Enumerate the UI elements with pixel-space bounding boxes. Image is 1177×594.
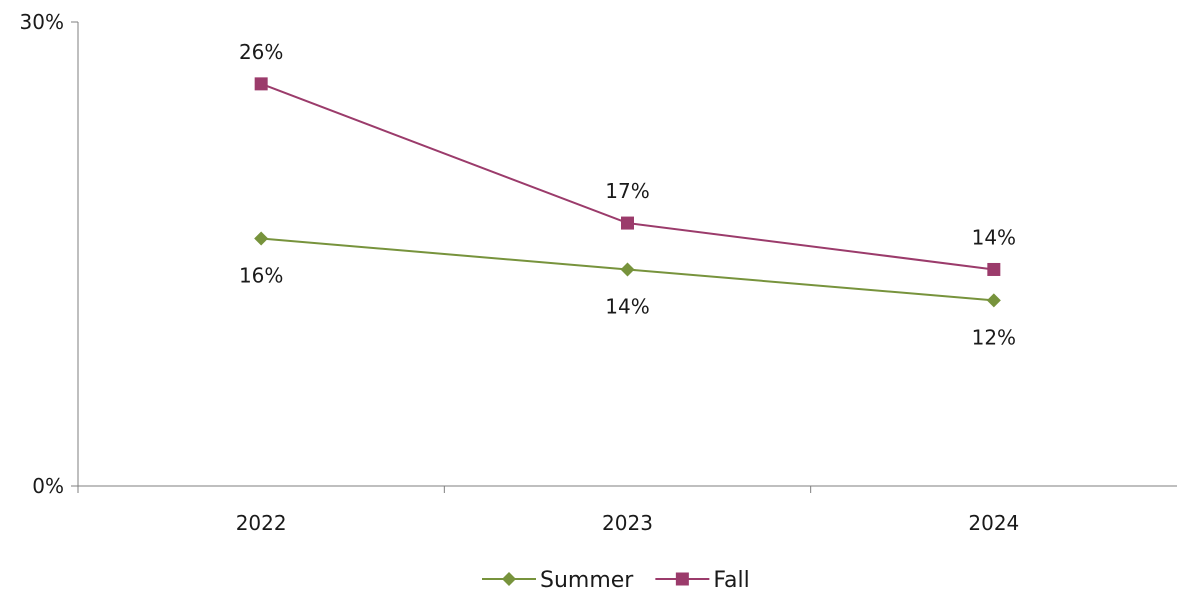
legend-fall-marker xyxy=(675,572,689,586)
fall-point xyxy=(254,77,268,91)
y-tick-label: 0% xyxy=(32,474,64,498)
summer-data-label: 14% xyxy=(605,294,649,318)
fall-data-label: 26% xyxy=(239,40,283,64)
legend-summer-marker xyxy=(502,572,516,586)
axes: 0% 30% 2022 2023 2024 xyxy=(20,10,1177,535)
x-tick-label: 2022 xyxy=(236,511,287,535)
fall-point xyxy=(987,262,1001,276)
fall-point xyxy=(621,216,634,230)
summer-data-label: 12% xyxy=(972,325,1016,349)
legend-summer-label: Summer xyxy=(540,568,634,593)
summer-point xyxy=(254,231,269,246)
fall-series-line xyxy=(260,82,994,271)
x-tick-label: 2024 xyxy=(968,511,1019,535)
legend-fall-label: Fall xyxy=(713,568,749,593)
legend: Summer Fall xyxy=(482,568,750,593)
summer-point xyxy=(986,293,1001,308)
x-tick-label: 2023 xyxy=(602,511,653,535)
fall-data-label: 14% xyxy=(972,225,1016,249)
y-tick-label: 30% xyxy=(20,10,64,34)
fall-data-label: 17% xyxy=(605,179,649,203)
summer-point xyxy=(620,262,635,277)
series-layer xyxy=(254,77,1001,308)
data-labels: 16% 14% 12% 26% 17% 14% xyxy=(239,40,1016,350)
summer-data-label: 16% xyxy=(239,264,283,288)
